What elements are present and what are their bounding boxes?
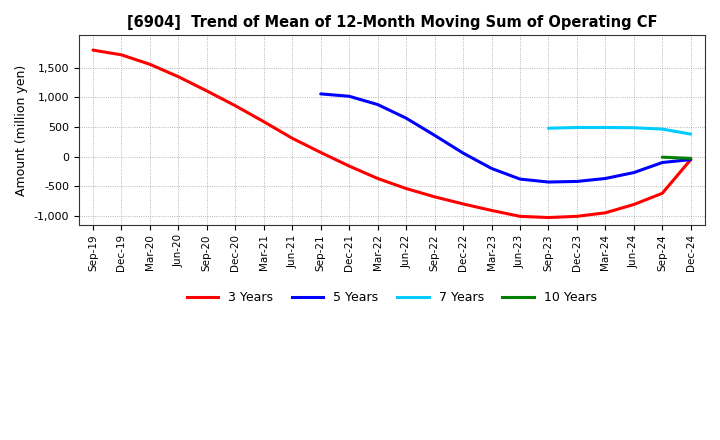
- Legend: 3 Years, 5 Years, 7 Years, 10 Years: 3 Years, 5 Years, 7 Years, 10 Years: [182, 286, 602, 309]
- Y-axis label: Amount (million yen): Amount (million yen): [15, 64, 28, 196]
- Title: [6904]  Trend of Mean of 12-Month Moving Sum of Operating CF: [6904] Trend of Mean of 12-Month Moving …: [127, 15, 657, 30]
